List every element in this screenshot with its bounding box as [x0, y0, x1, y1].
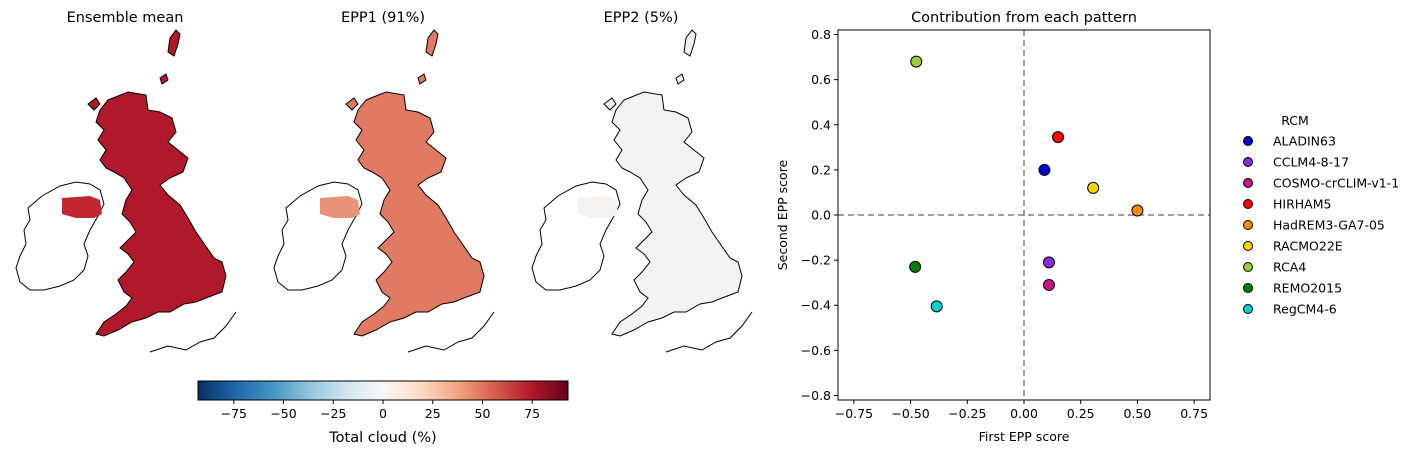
legend-title: RCM [1281, 113, 1309, 128]
scatter-point-regcm4-6 [930, 300, 943, 313]
x-tick-label: 0.75 [1180, 406, 1208, 421]
legend-label: RCA4 [1273, 260, 1306, 275]
scatter-point-rca4 [910, 55, 923, 68]
scatter-chart: Contribution from each pattern −0.75 −0.5… [775, 10, 1211, 444]
legend-item: CCLM4-8-17 [1243, 155, 1349, 170]
legend-marker [1243, 199, 1253, 209]
britain-shape [95, 91, 227, 337]
uk-map-epp1 [273, 29, 495, 353]
x-axis-ticks: −0.75 −0.50 −0.25 0.00 0.25 0.50 0.75 [835, 400, 1208, 421]
y-tick-label: −0.8 [801, 388, 831, 403]
legend-marker [1243, 241, 1253, 251]
france-coast [665, 311, 753, 353]
map-panel-epp1: EPP1 (91%) [273, 10, 495, 353]
legend-marker [1243, 262, 1253, 272]
legend-marker [1243, 136, 1253, 146]
colorbar-tick-label: 25 [425, 406, 441, 421]
legend-item: REMO2015 [1243, 281, 1342, 296]
x-tick-label: 0.00 [1010, 406, 1038, 421]
uk-map-epp2 [531, 29, 753, 353]
scatter-point-hadrem3-ga7-05 [1131, 204, 1144, 217]
colorbar-tick-label: 75 [524, 406, 540, 421]
scatter-point-remo2015 [909, 260, 922, 273]
x-tick-label: −0.75 [835, 406, 873, 421]
x-tick-label: −0.50 [891, 406, 929, 421]
legend-item: RegCM4-6 [1243, 302, 1337, 317]
x-tick-label: −0.25 [948, 406, 986, 421]
scatter-point-hirham5 [1052, 131, 1065, 144]
y-tick-label: −0.6 [801, 343, 831, 358]
scatter-point-racmo22e [1087, 181, 1100, 194]
reference-lines [838, 30, 1210, 400]
northern-ireland-shape [62, 196, 102, 218]
legend-item: HadREM3-GA7-05 [1243, 218, 1385, 233]
legend-marker [1243, 220, 1253, 230]
legend-label: RegCM4-6 [1273, 302, 1337, 317]
colorbar-tick-label: 0 [379, 406, 387, 421]
northern-ireland-shape [320, 196, 360, 218]
map-title-epp1: EPP1 (91%) [341, 10, 425, 26]
x-axis-label: First EPP score [979, 429, 1070, 444]
legend-marker [1243, 304, 1253, 314]
legend-marker [1243, 157, 1253, 167]
legend-item: RACMO22E [1243, 239, 1343, 254]
scatter-point-aladin63 [1038, 163, 1051, 176]
scatter-points [909, 55, 1144, 313]
legend-items: ALADIN63 CCLM4-8-17 COSMO-crCLIM-v1-1 HIRHA… [1243, 134, 1399, 317]
x-tick-label: 0.50 [1123, 406, 1151, 421]
legend-label: REMO2015 [1273, 281, 1342, 296]
y-tick-label: 0.0 [811, 208, 831, 223]
legend-label: HadREM3-GA7-05 [1273, 218, 1385, 233]
legend-label: COSMO-crCLIM-v1-1 [1273, 176, 1399, 191]
colorbar-tick-label: −50 [270, 406, 296, 421]
colorbar-tick-label: −25 [320, 406, 346, 421]
legend-item: RCA4 [1243, 260, 1306, 275]
colorbar-tick-label: 50 [475, 406, 491, 421]
chart-title: Contribution from each pattern [911, 10, 1137, 26]
legend-marker [1243, 283, 1253, 293]
y-axis-label: Second EPP score [775, 159, 790, 270]
legend-item: COSMO-crCLIM-v1-1 [1243, 176, 1399, 191]
map-panel-epp2: EPP2 (5%) [531, 10, 753, 353]
colorbar-label: Total cloud (%) [328, 430, 436, 446]
colorbar: −75 −50 −25 0 25 50 75 Total cloud (%) [197, 380, 569, 446]
northern-ireland-shape [578, 196, 618, 218]
y-tick-label: 0.6 [811, 72, 831, 87]
x-tick-label: 0.25 [1067, 406, 1095, 421]
shetland-shape [87, 29, 181, 111]
britain-shape [611, 91, 743, 337]
shetland-shape [603, 29, 697, 111]
colorbar-bar [197, 380, 569, 401]
y-tick-label: 0.4 [811, 117, 831, 132]
map-title-ensemble-mean: Ensemble mean [67, 10, 184, 26]
france-coast [149, 311, 237, 353]
legend-item: HIRHAM5 [1243, 197, 1331, 212]
scatter-point-cclm4-8-17 [1042, 256, 1055, 269]
legend-label: HIRHAM5 [1273, 197, 1331, 212]
scatter-point-cosmo-crclim-v1-1 [1042, 278, 1055, 291]
legend-label: CCLM4-8-17 [1273, 155, 1349, 170]
legend: RCM ALADIN63 CCLM4-8-17 COSMO-crCLIM-v1-1 H… [1243, 113, 1399, 317]
map-panel-ensemble-mean: Ensemble mean [15, 10, 237, 353]
legend-item: ALADIN63 [1243, 134, 1336, 149]
colorbar-tick-label: −75 [221, 406, 247, 421]
legend-label: ALADIN63 [1273, 134, 1336, 149]
britain-shape [353, 91, 485, 337]
map-title-epp2: EPP2 (5%) [604, 10, 679, 26]
france-coast [407, 311, 495, 353]
colorbar-ticks: −75 −50 −25 0 25 50 75 [221, 400, 540, 421]
uk-map-ensemble-mean [15, 29, 237, 353]
shetland-shape [345, 29, 439, 111]
y-tick-label: −0.4 [801, 298, 831, 313]
y-tick-label: −0.2 [801, 253, 831, 268]
y-tick-label: 0.2 [811, 162, 831, 177]
legend-marker [1243, 178, 1253, 188]
y-axis-ticks: −0.8 −0.6 −0.4 −0.2 0.0 0.2 0.4 0.6 0.8 [801, 27, 838, 403]
y-tick-label: 0.8 [811, 27, 831, 42]
legend-label: RACMO22E [1273, 239, 1343, 254]
